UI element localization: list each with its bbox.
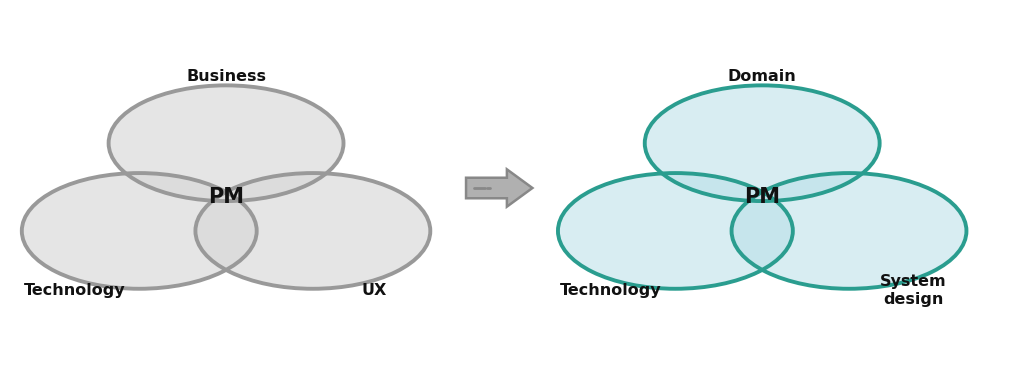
Text: PM: PM: [208, 187, 244, 207]
Ellipse shape: [196, 173, 430, 289]
Text: Domain: Domain: [728, 68, 797, 83]
Ellipse shape: [558, 173, 793, 289]
Text: PM: PM: [744, 187, 780, 207]
Text: System
design: System design: [880, 274, 946, 307]
Ellipse shape: [731, 173, 967, 289]
Ellipse shape: [645, 85, 880, 201]
Text: Technology: Technology: [560, 283, 662, 298]
Text: Business: Business: [186, 68, 266, 83]
Text: Technology: Technology: [25, 283, 126, 298]
Polygon shape: [466, 169, 532, 207]
Ellipse shape: [109, 85, 343, 201]
Ellipse shape: [22, 173, 257, 289]
Text: UX: UX: [361, 283, 387, 298]
